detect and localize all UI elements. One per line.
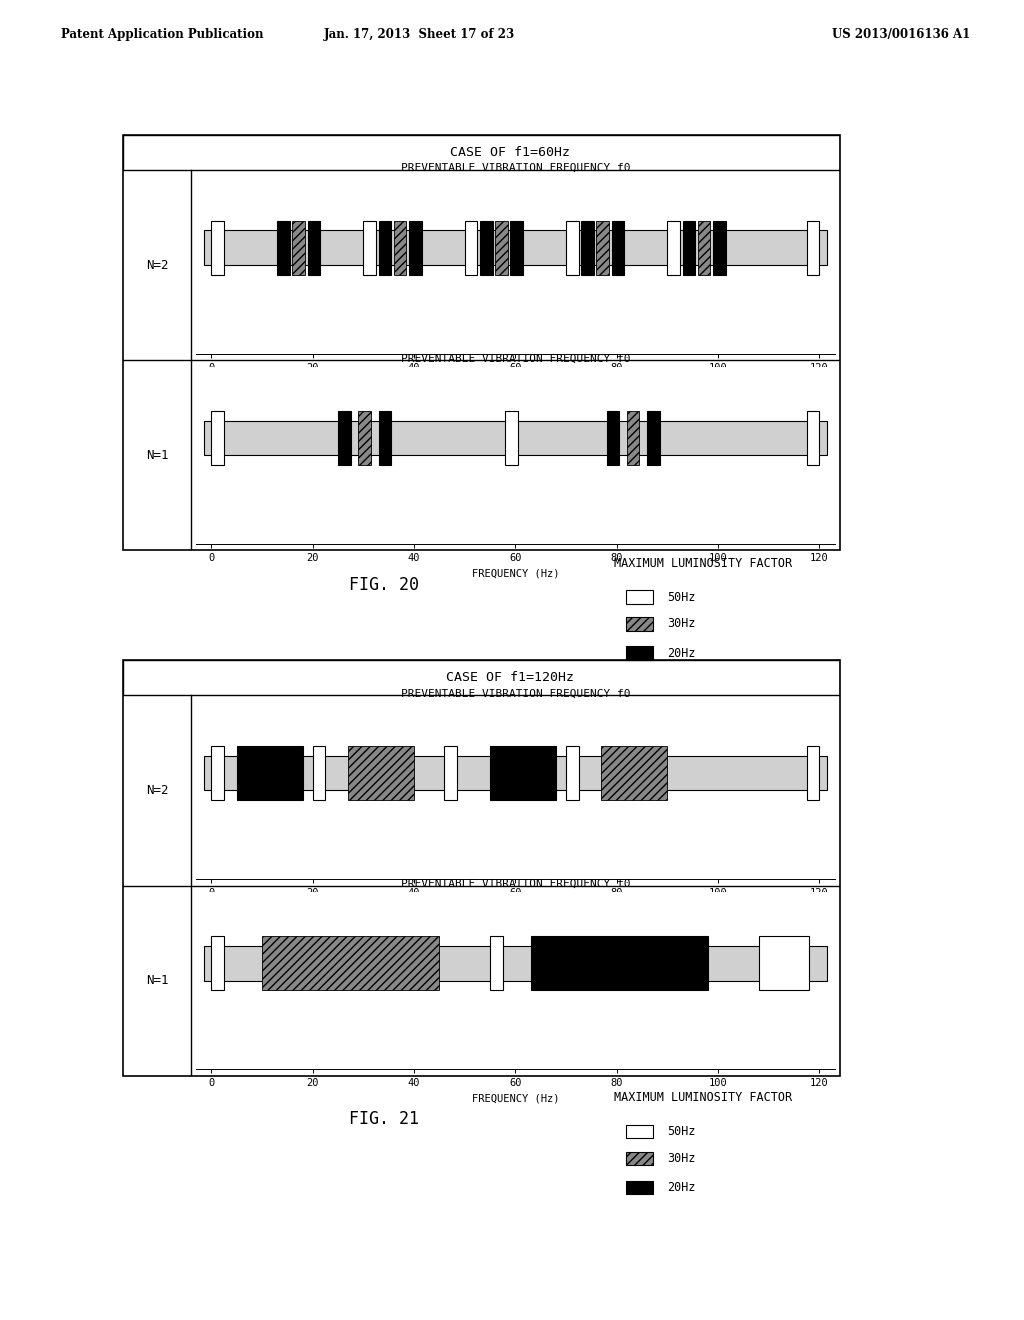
Bar bbox=[123, 135, 840, 170]
X-axis label: FREQUENCY (Hz): FREQUENCY (Hz) bbox=[472, 1094, 559, 1104]
X-axis label: FREQUENCY (Hz): FREQUENCY (Hz) bbox=[472, 904, 559, 913]
Bar bbox=[668, 220, 680, 275]
Bar bbox=[490, 936, 503, 990]
Text: 20Hz: 20Hz bbox=[668, 1181, 696, 1195]
Bar bbox=[626, 590, 653, 603]
X-axis label: FREQUENCY (Hz): FREQUENCY (Hz) bbox=[472, 569, 559, 578]
Bar bbox=[444, 746, 457, 800]
Bar bbox=[606, 411, 620, 465]
Bar bbox=[807, 220, 819, 275]
Text: N=1: N=1 bbox=[145, 449, 168, 462]
Bar bbox=[626, 618, 653, 631]
Text: MAXIMUM LUMINOSITY FACTOR: MAXIMUM LUMINOSITY FACTOR bbox=[614, 557, 793, 570]
Bar bbox=[312, 746, 326, 800]
Text: CASE OF f1=120Hz: CASE OF f1=120Hz bbox=[446, 671, 573, 684]
Bar bbox=[495, 220, 508, 275]
Bar bbox=[480, 220, 493, 275]
Text: N=1: N=1 bbox=[145, 974, 168, 987]
Bar bbox=[293, 220, 305, 275]
Bar bbox=[626, 647, 653, 660]
Bar bbox=[627, 411, 639, 465]
Title: PREVENTABLE VIBRATION FREQUENCY f0: PREVENTABLE VIBRATION FREQUENCY f0 bbox=[400, 689, 630, 698]
Text: N=2: N=2 bbox=[145, 784, 168, 797]
Text: N=2: N=2 bbox=[145, 259, 168, 272]
Bar bbox=[204, 231, 827, 265]
Bar bbox=[683, 220, 695, 275]
Bar bbox=[204, 421, 827, 455]
Title: PREVENTABLE VIBRATION FREQUENCY f0: PREVENTABLE VIBRATION FREQUENCY f0 bbox=[400, 354, 630, 363]
Bar bbox=[123, 660, 840, 696]
Bar bbox=[211, 746, 224, 800]
Bar bbox=[713, 220, 726, 275]
Text: 30Hz: 30Hz bbox=[668, 1152, 696, 1166]
Text: Patent Application Publication: Patent Application Publication bbox=[61, 28, 264, 41]
Text: MAXIMUM LUMINOSITY FACTOR: MAXIMUM LUMINOSITY FACTOR bbox=[614, 1092, 793, 1105]
Bar bbox=[364, 220, 376, 275]
Bar bbox=[379, 220, 391, 275]
Bar bbox=[566, 746, 579, 800]
Bar bbox=[262, 936, 439, 990]
Bar bbox=[647, 411, 659, 465]
Text: 30Hz: 30Hz bbox=[668, 618, 696, 631]
Bar bbox=[307, 220, 321, 275]
Text: 50Hz: 50Hz bbox=[668, 1125, 696, 1138]
Bar bbox=[697, 220, 711, 275]
Bar bbox=[596, 220, 609, 275]
Bar bbox=[510, 220, 523, 275]
Text: FIG. 21: FIG. 21 bbox=[349, 1110, 419, 1129]
Bar bbox=[393, 220, 407, 275]
Bar bbox=[582, 220, 594, 275]
Bar bbox=[211, 220, 224, 275]
Bar bbox=[626, 1125, 653, 1138]
Bar bbox=[626, 1152, 653, 1166]
Text: CASE OF f1=60Hz: CASE OF f1=60Hz bbox=[450, 145, 570, 158]
Bar bbox=[211, 936, 224, 990]
Bar bbox=[348, 746, 414, 800]
Title: PREVENTABLE VIBRATION FREQUENCY f0: PREVENTABLE VIBRATION FREQUENCY f0 bbox=[400, 879, 630, 888]
Bar bbox=[358, 411, 371, 465]
Bar bbox=[505, 411, 518, 465]
Bar bbox=[490, 746, 556, 800]
Bar bbox=[759, 936, 809, 990]
Text: FIG. 20: FIG. 20 bbox=[349, 576, 419, 594]
Text: Jan. 17, 2013  Sheet 17 of 23: Jan. 17, 2013 Sheet 17 of 23 bbox=[325, 28, 515, 41]
Bar bbox=[611, 220, 625, 275]
Bar bbox=[409, 220, 422, 275]
Bar bbox=[626, 1181, 653, 1195]
Bar bbox=[379, 411, 391, 465]
Text: 50Hz: 50Hz bbox=[668, 590, 696, 603]
Text: US 2013/0016136 A1: US 2013/0016136 A1 bbox=[831, 28, 971, 41]
Title: PREVENTABLE VIBRATION FREQUENCY f0: PREVENTABLE VIBRATION FREQUENCY f0 bbox=[400, 164, 630, 173]
Bar bbox=[338, 411, 350, 465]
Bar bbox=[465, 220, 477, 275]
Bar bbox=[204, 946, 827, 981]
X-axis label: FREQUENCY (Hz): FREQUENCY (Hz) bbox=[472, 379, 559, 388]
Bar bbox=[278, 220, 290, 275]
Bar bbox=[807, 746, 819, 800]
Bar bbox=[530, 936, 708, 990]
Bar bbox=[601, 746, 668, 800]
Bar bbox=[237, 746, 302, 800]
Bar bbox=[211, 411, 224, 465]
Text: 20Hz: 20Hz bbox=[668, 647, 696, 660]
Bar bbox=[807, 411, 819, 465]
Bar bbox=[204, 756, 827, 791]
Bar bbox=[566, 220, 579, 275]
